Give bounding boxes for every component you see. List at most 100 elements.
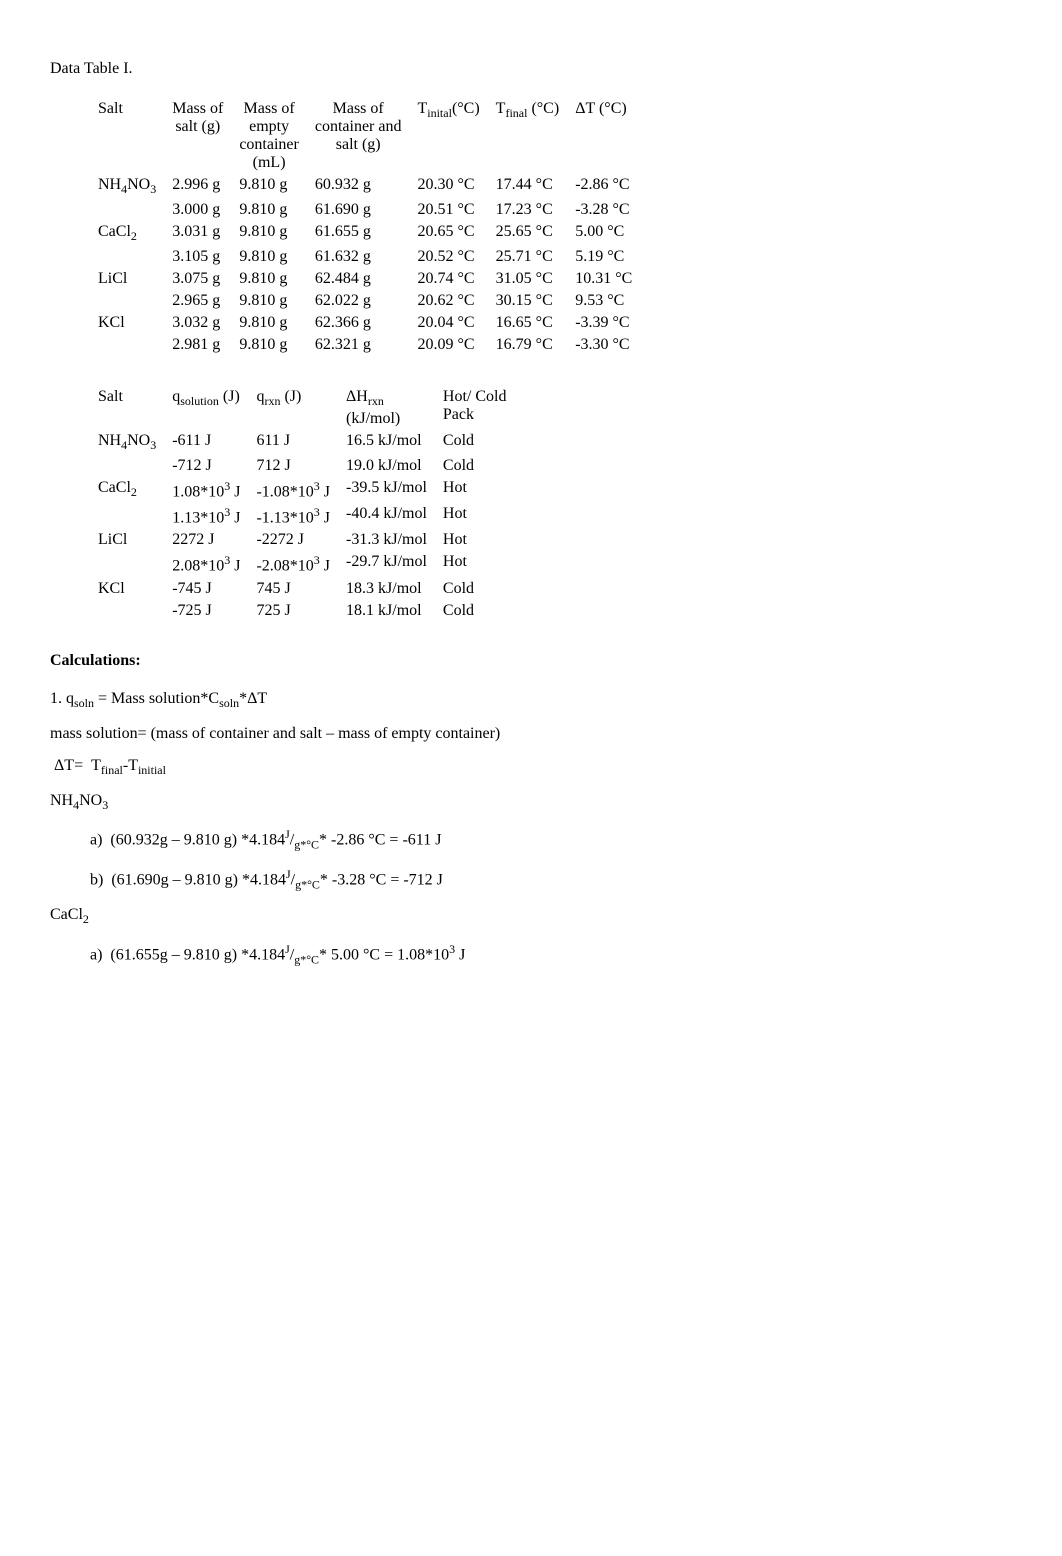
cell-dh: 18.3 kJ/mol: [338, 578, 435, 600]
cell-pack: Cold: [435, 578, 515, 600]
cacl2-item-a: a) (61.655g – 9.810 g) *4.184J/g*°C* 5.0…: [90, 942, 1012, 968]
cell-dt: -3.30 °C: [567, 334, 640, 356]
cell-tfinal: 16.79 °C: [488, 334, 568, 356]
cell-mass-empty: 9.810 g: [231, 312, 307, 334]
cell-tfinal: 16.65 °C: [488, 312, 568, 334]
table-row: KCl3.032 g9.810 g62.366 g20.04 °C16.65 °…: [90, 312, 640, 334]
cell-mass-salt: 3.032 g: [164, 312, 231, 334]
cell-qsol: -611 J: [164, 430, 248, 455]
table-row: 3.105 g9.810 g61.632 g20.52 °C25.71 °C5.…: [90, 246, 640, 268]
cell-pack: Hot: [435, 551, 515, 577]
cell-salt: [90, 290, 164, 312]
cell-qsol: 1.08*103 J: [164, 477, 248, 503]
cell-mass-empty: 9.810 g: [231, 199, 307, 221]
cell-salt: CaCl2: [90, 477, 164, 503]
cell-qrxn: 745 J: [248, 578, 338, 600]
cell-tinit: 20.04 °C: [409, 312, 487, 334]
calc-formula-1: 1. qsoln = Mass solution*Csoln*ΔT: [50, 690, 1012, 711]
cell-qrxn: -1.13*103 J: [248, 503, 338, 529]
th2-qsol: qsolution (J): [164, 386, 248, 429]
cell-dt: -2.86 °C: [567, 174, 640, 199]
cell-mass-empty: 9.810 g: [231, 268, 307, 290]
cell-salt: KCl: [90, 578, 164, 600]
data-table-2: Salt qsolution (J) qrxn (J) ΔHrxn(kJ/mol…: [90, 386, 514, 621]
cell-salt: [90, 246, 164, 268]
cell-mass-cs: 61.690 g: [307, 199, 410, 221]
cell-mass-empty: 9.810 g: [231, 334, 307, 356]
th2-pack: Hot/ ColdPack: [435, 386, 515, 429]
cell-tfinal: 17.23 °C: [488, 199, 568, 221]
cell-pack: Cold: [435, 455, 515, 477]
cell-qrxn: -1.08*103 J: [248, 477, 338, 503]
cell-dh: 18.1 kJ/mol: [338, 600, 435, 622]
cell-salt: [90, 551, 164, 577]
table-row: -725 J725 J18.1 kJ/molCold: [90, 600, 514, 622]
table-row: 2.981 g9.810 g62.321 g20.09 °C16.79 °C-3…: [90, 334, 640, 356]
cell-qsol: -712 J: [164, 455, 248, 477]
cell-tinit: 20.52 °C: [409, 246, 487, 268]
cell-mass-salt: 3.075 g: [164, 268, 231, 290]
cell-dh: -29.7 kJ/mol: [338, 551, 435, 577]
cell-salt: NH4NO3: [90, 174, 164, 199]
th-dt: ΔT (°C): [567, 98, 640, 174]
cell-qsol: -745 J: [164, 578, 248, 600]
cell-tfinal: 25.71 °C: [488, 246, 568, 268]
th-mass-cs: Mass ofcontainer andsalt (g): [307, 98, 410, 174]
cell-pack: Hot: [435, 529, 515, 551]
th-tinit: Tinital(°C): [409, 98, 487, 174]
cell-salt: LiCl: [90, 268, 164, 290]
table-row: NH4NO3-611 J611 J16.5 kJ/molCold: [90, 430, 514, 455]
cell-qsol: 2.08*103 J: [164, 551, 248, 577]
cell-mass-salt: 2.965 g: [164, 290, 231, 312]
th2-qrxn: qrxn (J): [248, 386, 338, 429]
cell-mass-cs: 62.022 g: [307, 290, 410, 312]
cell-qrxn: 725 J: [248, 600, 338, 622]
table-row: 2.965 g9.810 g62.022 g20.62 °C30.15 °C9.…: [90, 290, 640, 312]
th-salt: Salt: [90, 98, 164, 174]
cell-mass-salt: 3.000 g: [164, 199, 231, 221]
table-row: LiCl3.075 g9.810 g62.484 g20.74 °C31.05 …: [90, 268, 640, 290]
cell-dh: 19.0 kJ/mol: [338, 455, 435, 477]
table-row: 1.13*103 J-1.13*103 J-40.4 kJ/molHot: [90, 503, 514, 529]
cell-tinit: 20.09 °C: [409, 334, 487, 356]
table-row: CaCl23.031 g9.810 g61.655 g20.65 °C25.65…: [90, 221, 640, 246]
cell-dt: -3.28 °C: [567, 199, 640, 221]
cell-mass-empty: 9.810 g: [231, 246, 307, 268]
cell-salt: [90, 600, 164, 622]
cell-qrxn: 712 J: [248, 455, 338, 477]
cacl2-label: CaCl2: [50, 906, 1012, 927]
cell-pack: Hot: [435, 477, 515, 503]
table-row: 2.08*103 J-2.08*103 J-29.7 kJ/molHot: [90, 551, 514, 577]
cell-pack: Cold: [435, 430, 515, 455]
cell-dt: 5.19 °C: [567, 246, 640, 268]
cell-mass-cs: 62.321 g: [307, 334, 410, 356]
cell-mass-empty: 9.810 g: [231, 221, 307, 246]
cell-mass-salt: 3.031 g: [164, 221, 231, 246]
cell-dh: 16.5 kJ/mol: [338, 430, 435, 455]
calc-formula-2: mass solution= (mass of container and sa…: [50, 725, 1012, 743]
cell-tfinal: 31.05 °C: [488, 268, 568, 290]
th-mass-salt: Mass ofsalt (g): [164, 98, 231, 174]
cell-tfinal: 25.65 °C: [488, 221, 568, 246]
cell-salt: LiCl: [90, 529, 164, 551]
cell-tfinal: 17.44 °C: [488, 174, 568, 199]
table-row: 3.000 g9.810 g61.690 g20.51 °C17.23 °C-3…: [90, 199, 640, 221]
cell-dh: -39.5 kJ/mol: [338, 477, 435, 503]
cell-salt: NH4NO3: [90, 430, 164, 455]
table2-header-row: Salt qsolution (J) qrxn (J) ΔHrxn(kJ/mol…: [90, 386, 514, 429]
cell-salt: [90, 199, 164, 221]
cell-mass-cs: 61.632 g: [307, 246, 410, 268]
cell-mass-salt: 3.105 g: [164, 246, 231, 268]
cell-qsol: -725 J: [164, 600, 248, 622]
cell-qrxn: 611 J: [248, 430, 338, 455]
cell-mass-empty: 9.810 g: [231, 174, 307, 199]
cell-dt: 5.00 °C: [567, 221, 640, 246]
cell-salt: KCl: [90, 312, 164, 334]
th-tfinal: Tfinal (°C): [488, 98, 568, 174]
cell-mass-cs: 62.484 g: [307, 268, 410, 290]
table-row: CaCl21.08*103 J-1.08*103 J-39.5 kJ/molHo…: [90, 477, 514, 503]
cell-mass-cs: 62.366 g: [307, 312, 410, 334]
cell-salt: CaCl2: [90, 221, 164, 246]
cell-tinit: 20.62 °C: [409, 290, 487, 312]
cell-tinit: 20.74 °C: [409, 268, 487, 290]
